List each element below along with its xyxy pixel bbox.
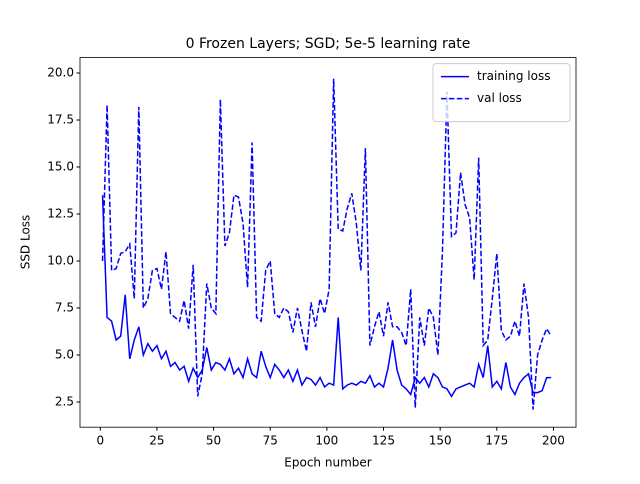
x-tick-label: 175 [485,434,508,448]
x-tick-label: 75 [263,434,278,448]
legend-label: training loss [477,69,550,83]
y-tick-label: 5.0 [55,348,74,362]
x-tick-label: 50 [206,434,221,448]
y-axis-label: SSD Loss [19,215,33,270]
x-tick-label: 0 [96,434,104,448]
plot-frame [79,57,577,428]
x-tick-label: 25 [149,434,164,448]
y-tick-label: 2.5 [55,395,74,409]
x-tick-label: 100 [315,434,338,448]
y-tick-label: 20.0 [47,66,74,80]
x-tick-label: 125 [372,434,395,448]
x-tick-label: 200 [542,434,565,448]
x-axis-label: Epoch number [284,456,371,470]
legend-box [432,63,571,123]
y-tick-label: 17.5 [47,113,74,127]
y-tick-label: 10.0 [47,254,74,268]
y-tick-label: 7.5 [55,301,74,315]
line-series [101,195,552,398]
chart-title: 0 Frozen Layers; SGD; 5e-5 learning rate [186,36,471,52]
y-tick-label: 12.5 [47,207,74,221]
y-tick-label: 15.0 [47,160,74,174]
x-tick-label: 150 [429,434,452,448]
line-series [101,78,552,410]
legend-label: val loss [477,91,522,105]
